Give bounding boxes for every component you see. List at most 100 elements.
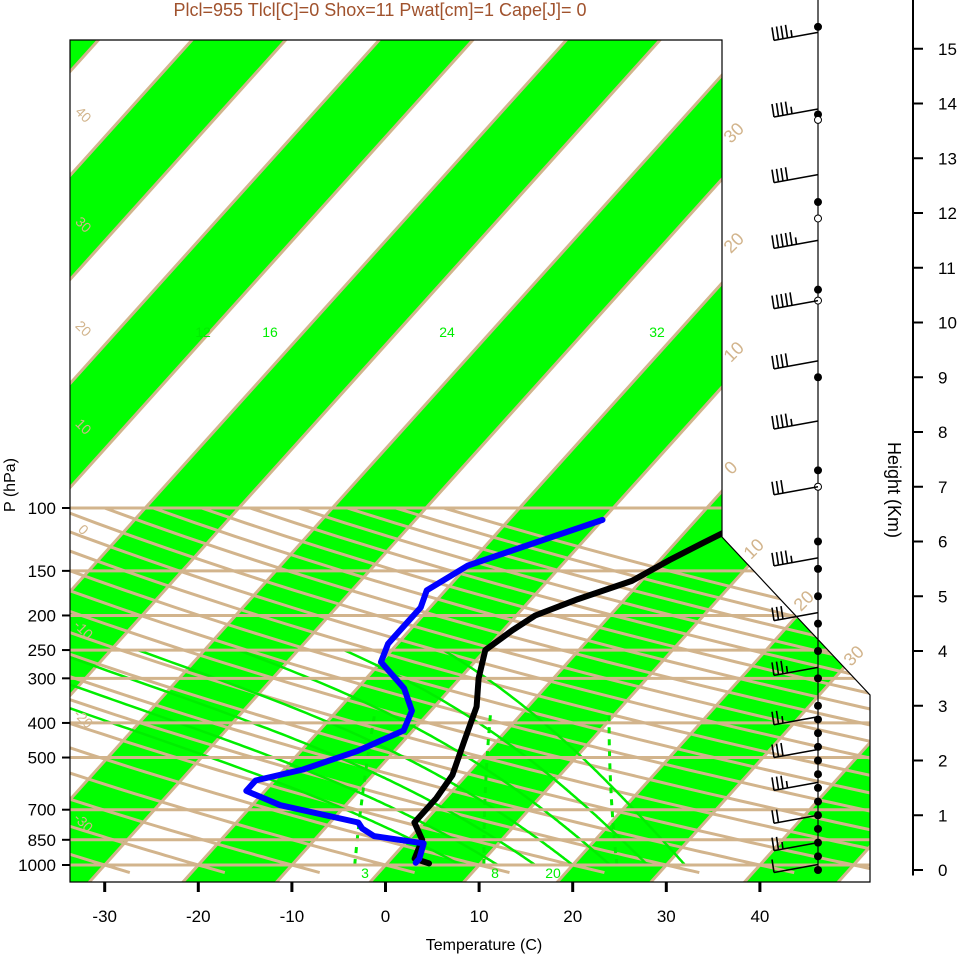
wind-barb bbox=[771, 167, 819, 184]
isotherm-label: 10 bbox=[720, 338, 748, 366]
height-axis: 012345678910111213141516 bbox=[912, 0, 957, 880]
height-dot bbox=[814, 674, 822, 683]
height-dot-open bbox=[814, 214, 822, 223]
height-tick-label: 7 bbox=[938, 478, 947, 497]
isotherm-line bbox=[70, 40, 680, 882]
height-axis-label: Height (Km) bbox=[884, 442, 904, 538]
dry-adiabat bbox=[70, 506, 795, 875]
height-dot bbox=[814, 619, 822, 628]
height-dot bbox=[814, 285, 822, 294]
x-axis-label: Temperature (C) bbox=[426, 937, 542, 954]
dewpoint-profile bbox=[243, 516, 606, 866]
temperature-tick-label: 10 bbox=[470, 907, 489, 926]
pressure-tick-label: 850 bbox=[28, 831, 56, 850]
dry-adiabat bbox=[249, 506, 870, 875]
isotherm-line bbox=[70, 40, 212, 882]
isotherm-label: 20 bbox=[720, 229, 748, 257]
mixing-ratio-line bbox=[482, 714, 492, 865]
height-dot-open bbox=[814, 115, 822, 124]
mixing-ratio-label: 32 bbox=[649, 324, 665, 340]
height-dot bbox=[814, 647, 822, 655]
moist-adiabat bbox=[343, 648, 649, 866]
wind-barb bbox=[771, 742, 819, 759]
mixing-ratio-line bbox=[353, 714, 376, 866]
moist-adiabat bbox=[70, 648, 536, 867]
height-tick-label: 15 bbox=[938, 40, 957, 59]
mixing-ratio-label: 3 bbox=[361, 865, 369, 881]
height-tick-label: 1 bbox=[938, 806, 947, 825]
wind-barb bbox=[771, 550, 819, 567]
height-tick-label: 12 bbox=[938, 204, 957, 223]
chart-title: Plcl=955 Tlcl[C]=0 Shox=11 Pwat[cm]=1 Ca… bbox=[173, 0, 586, 20]
moist-adiabat bbox=[237, 648, 611, 866]
wind-barb bbox=[771, 24, 819, 42]
height-dot bbox=[814, 852, 822, 861]
dry-adiabat bbox=[70, 506, 870, 875]
isotherm-line bbox=[70, 40, 492, 882]
pressure-tick-label: 150 bbox=[28, 562, 56, 581]
isobar-lines bbox=[70, 506, 870, 867]
temperature-band bbox=[70, 40, 678, 882]
pressure-tick-label: 250 bbox=[28, 641, 56, 660]
pressure-tick-label: 500 bbox=[28, 749, 56, 768]
height-dot bbox=[814, 198, 822, 207]
wind-barb bbox=[771, 710, 819, 726]
wind-barb bbox=[771, 836, 819, 852]
dry-adiabat bbox=[70, 506, 870, 875]
height-tick-label: 4 bbox=[938, 642, 947, 661]
dry-adiabat bbox=[104, 506, 870, 875]
mixing-ratio-label: 20 bbox=[545, 865, 561, 881]
wind-barb bbox=[771, 101, 819, 118]
isotherm-label: 20 bbox=[72, 317, 94, 339]
pressure-tick-label: 200 bbox=[28, 606, 56, 625]
wind-barb bbox=[771, 232, 819, 250]
height-tick-label: 5 bbox=[938, 587, 947, 606]
wind-barb bbox=[771, 480, 819, 496]
height-dot bbox=[814, 783, 822, 792]
dry-adiabat bbox=[70, 506, 870, 875]
pressure-tick-label: 400 bbox=[28, 714, 56, 733]
temperature-bands bbox=[70, 40, 870, 882]
y-axis-label: P (hPa) bbox=[2, 458, 19, 512]
height-dot bbox=[814, 466, 822, 475]
dry-adiabat bbox=[201, 506, 870, 875]
temperature-tick-label: -10 bbox=[280, 907, 305, 926]
temperature-tick-label: -30 bbox=[92, 907, 117, 926]
isotherm-label: 10 bbox=[740, 535, 768, 563]
dry-adiabat bbox=[70, 506, 870, 875]
dry-adiabat bbox=[70, 506, 870, 875]
height-dot bbox=[814, 373, 822, 382]
dry-adiabat bbox=[70, 506, 870, 875]
height-dot bbox=[814, 770, 822, 779]
pressure-tick-label: 700 bbox=[28, 801, 56, 820]
mixing-ratio-line bbox=[607, 715, 619, 866]
mixing-ratio-label: 24 bbox=[439, 324, 455, 340]
isotherm-line bbox=[70, 40, 399, 882]
height-dot bbox=[814, 824, 822, 833]
height-tick-label: 11 bbox=[938, 259, 956, 278]
temperature-tick-label: 20 bbox=[563, 907, 582, 926]
mixing-ratio-lines bbox=[353, 714, 619, 866]
height-dot bbox=[814, 797, 822, 806]
temperature-tick-label: 30 bbox=[657, 907, 676, 926]
moist-adiabat bbox=[442, 649, 686, 866]
temperature-tick-label: 40 bbox=[750, 907, 769, 926]
wind-barb bbox=[771, 859, 819, 874]
moist-adiabat bbox=[70, 648, 499, 867]
mixing-ratio-label: 12 bbox=[195, 324, 211, 340]
height-tick-label: 13 bbox=[938, 149, 957, 168]
height-dot bbox=[814, 564, 822, 573]
height-tick-label: 8 bbox=[938, 423, 947, 442]
height-tick-label: 2 bbox=[938, 752, 947, 771]
temperature-profile bbox=[411, 512, 769, 867]
temperature-band bbox=[70, 40, 304, 882]
height-tick-label: 16 bbox=[938, 0, 957, 4]
height-dot bbox=[814, 110, 822, 119]
pressure-tick-label: 1000 bbox=[18, 856, 56, 875]
isotherm-label: 0 bbox=[720, 457, 741, 478]
isotherm-line bbox=[70, 40, 586, 882]
height-tick-label: 9 bbox=[938, 368, 947, 387]
temperature-axis: -30 -20 -10 0 10 20 30 40 bbox=[92, 882, 769, 926]
dry-adiabat bbox=[152, 506, 870, 875]
pressure-axis: 100 150 200 250 300 400 500 700 850 1000 bbox=[18, 499, 70, 875]
